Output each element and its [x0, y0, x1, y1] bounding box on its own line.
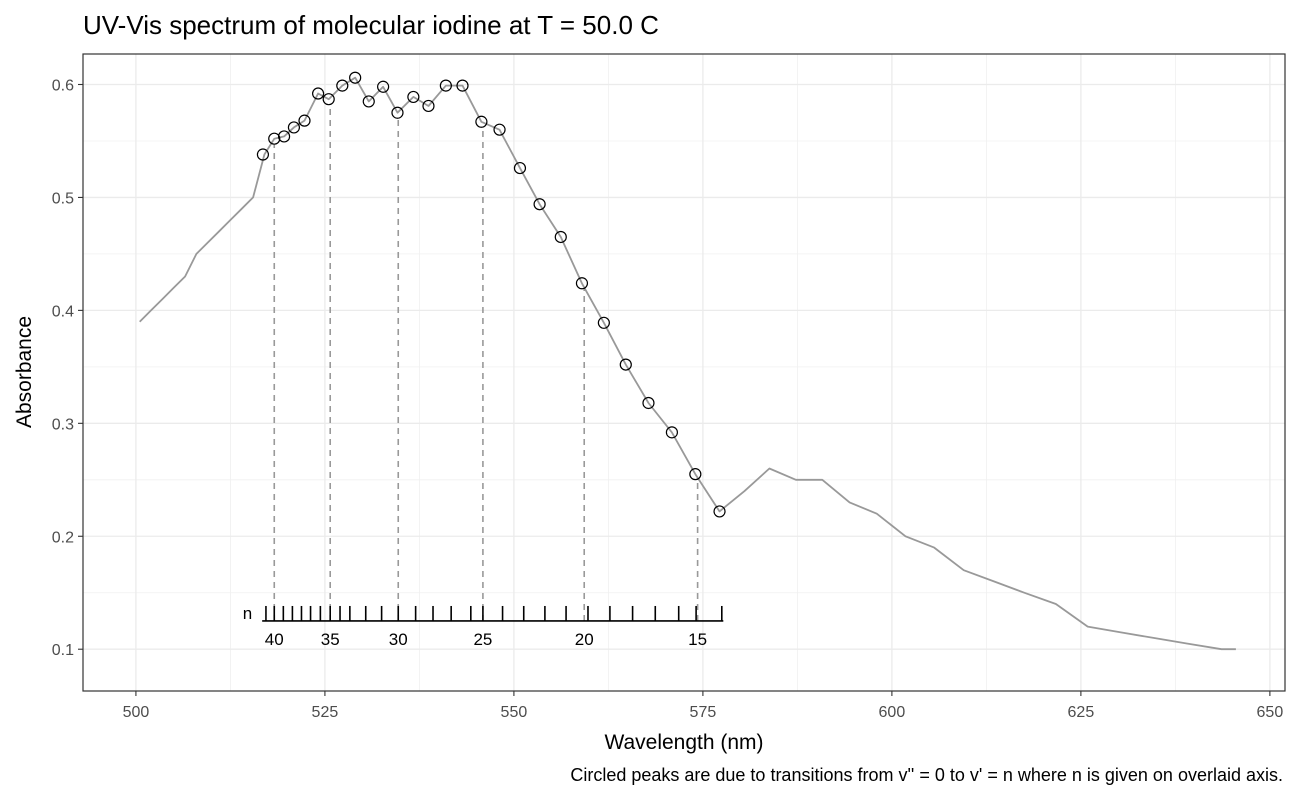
peak-marker	[422, 99, 435, 113]
y-axis: 0.1 0.2 0.3 0.4 0.5 0.6	[52, 77, 83, 659]
peak-marker	[575, 277, 589, 290]
peak-marker	[439, 79, 452, 92]
x-tick-label: 525	[312, 704, 339, 721]
x-axis: 500 525 550 575 600 625 650	[123, 691, 1284, 721]
peak-marker	[391, 106, 404, 119]
peak-marker	[475, 115, 488, 128]
x-tick-label: 625	[1068, 704, 1095, 721]
y-tick-label: 0.3	[52, 416, 74, 433]
peak-marker	[322, 93, 335, 106]
peak-guide-lines	[273, 105, 699, 621]
plot-area: n 40 35 30 25 20 15	[82, 53, 1286, 692]
peak-marker	[268, 132, 281, 145]
peak-marker	[665, 426, 679, 439]
peak-markers	[256, 71, 726, 518]
peak-marker	[349, 71, 362, 84]
n-axis-tick-label: 15	[688, 630, 707, 649]
n-axis: n 40 35 30 25 20 15	[243, 604, 724, 649]
y-axis-title: Absorbance	[13, 316, 36, 428]
peak-marker	[642, 396, 655, 410]
y-tick-label: 0.6	[52, 77, 74, 94]
peak-marker	[554, 230, 567, 244]
x-tick-label: 575	[690, 704, 717, 721]
n-axis-tick-label: 35	[321, 630, 340, 649]
y-tick-label: 0.5	[52, 190, 74, 207]
n-axis-tick-label: 20	[575, 630, 594, 649]
y-tick-label: 0.2	[52, 529, 74, 546]
x-axis-title: Wavelength (nm)	[604, 731, 763, 754]
grid-minor	[83, 54, 1285, 691]
grid-major	[83, 54, 1285, 691]
peak-marker	[689, 468, 702, 481]
peak-marker	[377, 80, 390, 93]
peak-marker	[277, 130, 291, 143]
peak-marker	[256, 148, 270, 161]
plot-border	[82, 53, 1286, 692]
peak-marker	[336, 79, 349, 92]
peak-marker	[362, 95, 375, 108]
n-axis-tick-label: 30	[389, 630, 408, 649]
peak-marker	[312, 87, 325, 100]
x-tick-label: 650	[1257, 704, 1284, 721]
y-tick-label: 0.4	[52, 303, 74, 320]
peak-marker	[287, 121, 301, 134]
spectrum-line	[139, 76, 1236, 651]
chart-title: UV-Vis spectrum of molecular iodine at T…	[83, 10, 659, 40]
peak-marker	[298, 114, 311, 127]
peak-marker	[513, 161, 527, 175]
peak-marker	[597, 316, 610, 329]
chart-caption: Circled peaks are due to transitions fro…	[570, 765, 1283, 785]
peak-marker	[533, 198, 546, 211]
peak-marker	[456, 79, 469, 92]
n-axis-label: n	[243, 604, 252, 623]
peak-marker	[619, 358, 632, 371]
x-tick-label: 550	[501, 704, 528, 721]
x-tick-label: 500	[123, 704, 150, 721]
peak-marker	[407, 90, 420, 104]
peak-marker	[493, 123, 506, 136]
x-tick-label: 600	[879, 704, 906, 721]
n-axis-tick-label: 25	[473, 630, 492, 649]
peak-marker	[713, 505, 726, 518]
plot-background	[83, 54, 1285, 691]
n-axis-tick-label: 40	[265, 630, 284, 649]
spectrum-series	[139, 76, 1236, 651]
y-tick-label: 0.1	[52, 642, 74, 659]
